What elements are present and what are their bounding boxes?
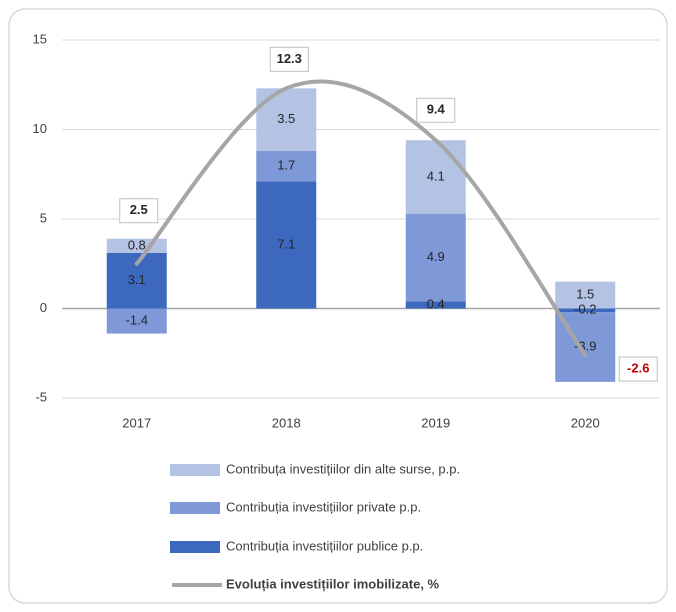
- line-label: -2.6: [627, 360, 649, 375]
- y-tick-label: -5: [35, 389, 47, 404]
- bar-segment: [405, 301, 466, 309]
- data-label: 7.1: [277, 236, 295, 251]
- x-tick-label: 2018: [272, 415, 301, 430]
- line-label-box: [618, 356, 658, 382]
- data-label: 0.8: [128, 237, 146, 252]
- data-label: 3.1: [128, 272, 146, 287]
- bar-segment: [256, 181, 317, 309]
- x-tick-label: 2019: [421, 415, 450, 430]
- line-series: [134, 79, 588, 358]
- line-label-box: [119, 198, 159, 224]
- bar-segment: [106, 308, 167, 334]
- legend-swatch: [170, 464, 220, 476]
- data-label: 1.7: [277, 158, 295, 173]
- line-label: 12.3: [277, 51, 302, 66]
- legend-label: Contribuția investițiilor publice p.p.: [226, 538, 423, 553]
- y-tick-label: 10: [33, 121, 47, 136]
- bar-segment: [405, 213, 466, 302]
- bar-segment: [405, 140, 466, 214]
- bar-segment: [555, 308, 616, 313]
- data-label: -1.4: [126, 312, 148, 327]
- y-tick-label: 15: [33, 31, 47, 46]
- legend-label: Contribuța investițiilor din alte surse,…: [226, 461, 460, 476]
- data-label: 4.9: [427, 249, 445, 264]
- y-tick-label: 0: [40, 300, 47, 315]
- data-label: -0.2: [574, 302, 596, 317]
- data-label: 0.4: [427, 296, 445, 311]
- line-label: 9.4: [427, 102, 446, 117]
- legend-swatch: [170, 541, 220, 553]
- y-tick-label: 5: [40, 210, 47, 225]
- x-tick-label: 2017: [122, 415, 151, 430]
- bar-segment: [256, 150, 317, 182]
- legend-label: Contribuția investițiilor private p.p.: [226, 499, 421, 514]
- legend-label: Evoluția investițiilor imobilizate, %: [226, 576, 440, 591]
- line-label-box: [269, 46, 309, 72]
- legend-swatch: [170, 502, 220, 514]
- line-label: 2.5: [130, 202, 148, 217]
- line-label-box: [416, 97, 456, 123]
- chart-frame: [8, 8, 668, 604]
- data-label: 4.1: [427, 168, 445, 183]
- data-label: 1.5: [576, 287, 594, 302]
- bar-segment: [555, 281, 616, 309]
- x-tick-label: 2020: [571, 415, 600, 430]
- data-label: 3.5: [277, 111, 295, 126]
